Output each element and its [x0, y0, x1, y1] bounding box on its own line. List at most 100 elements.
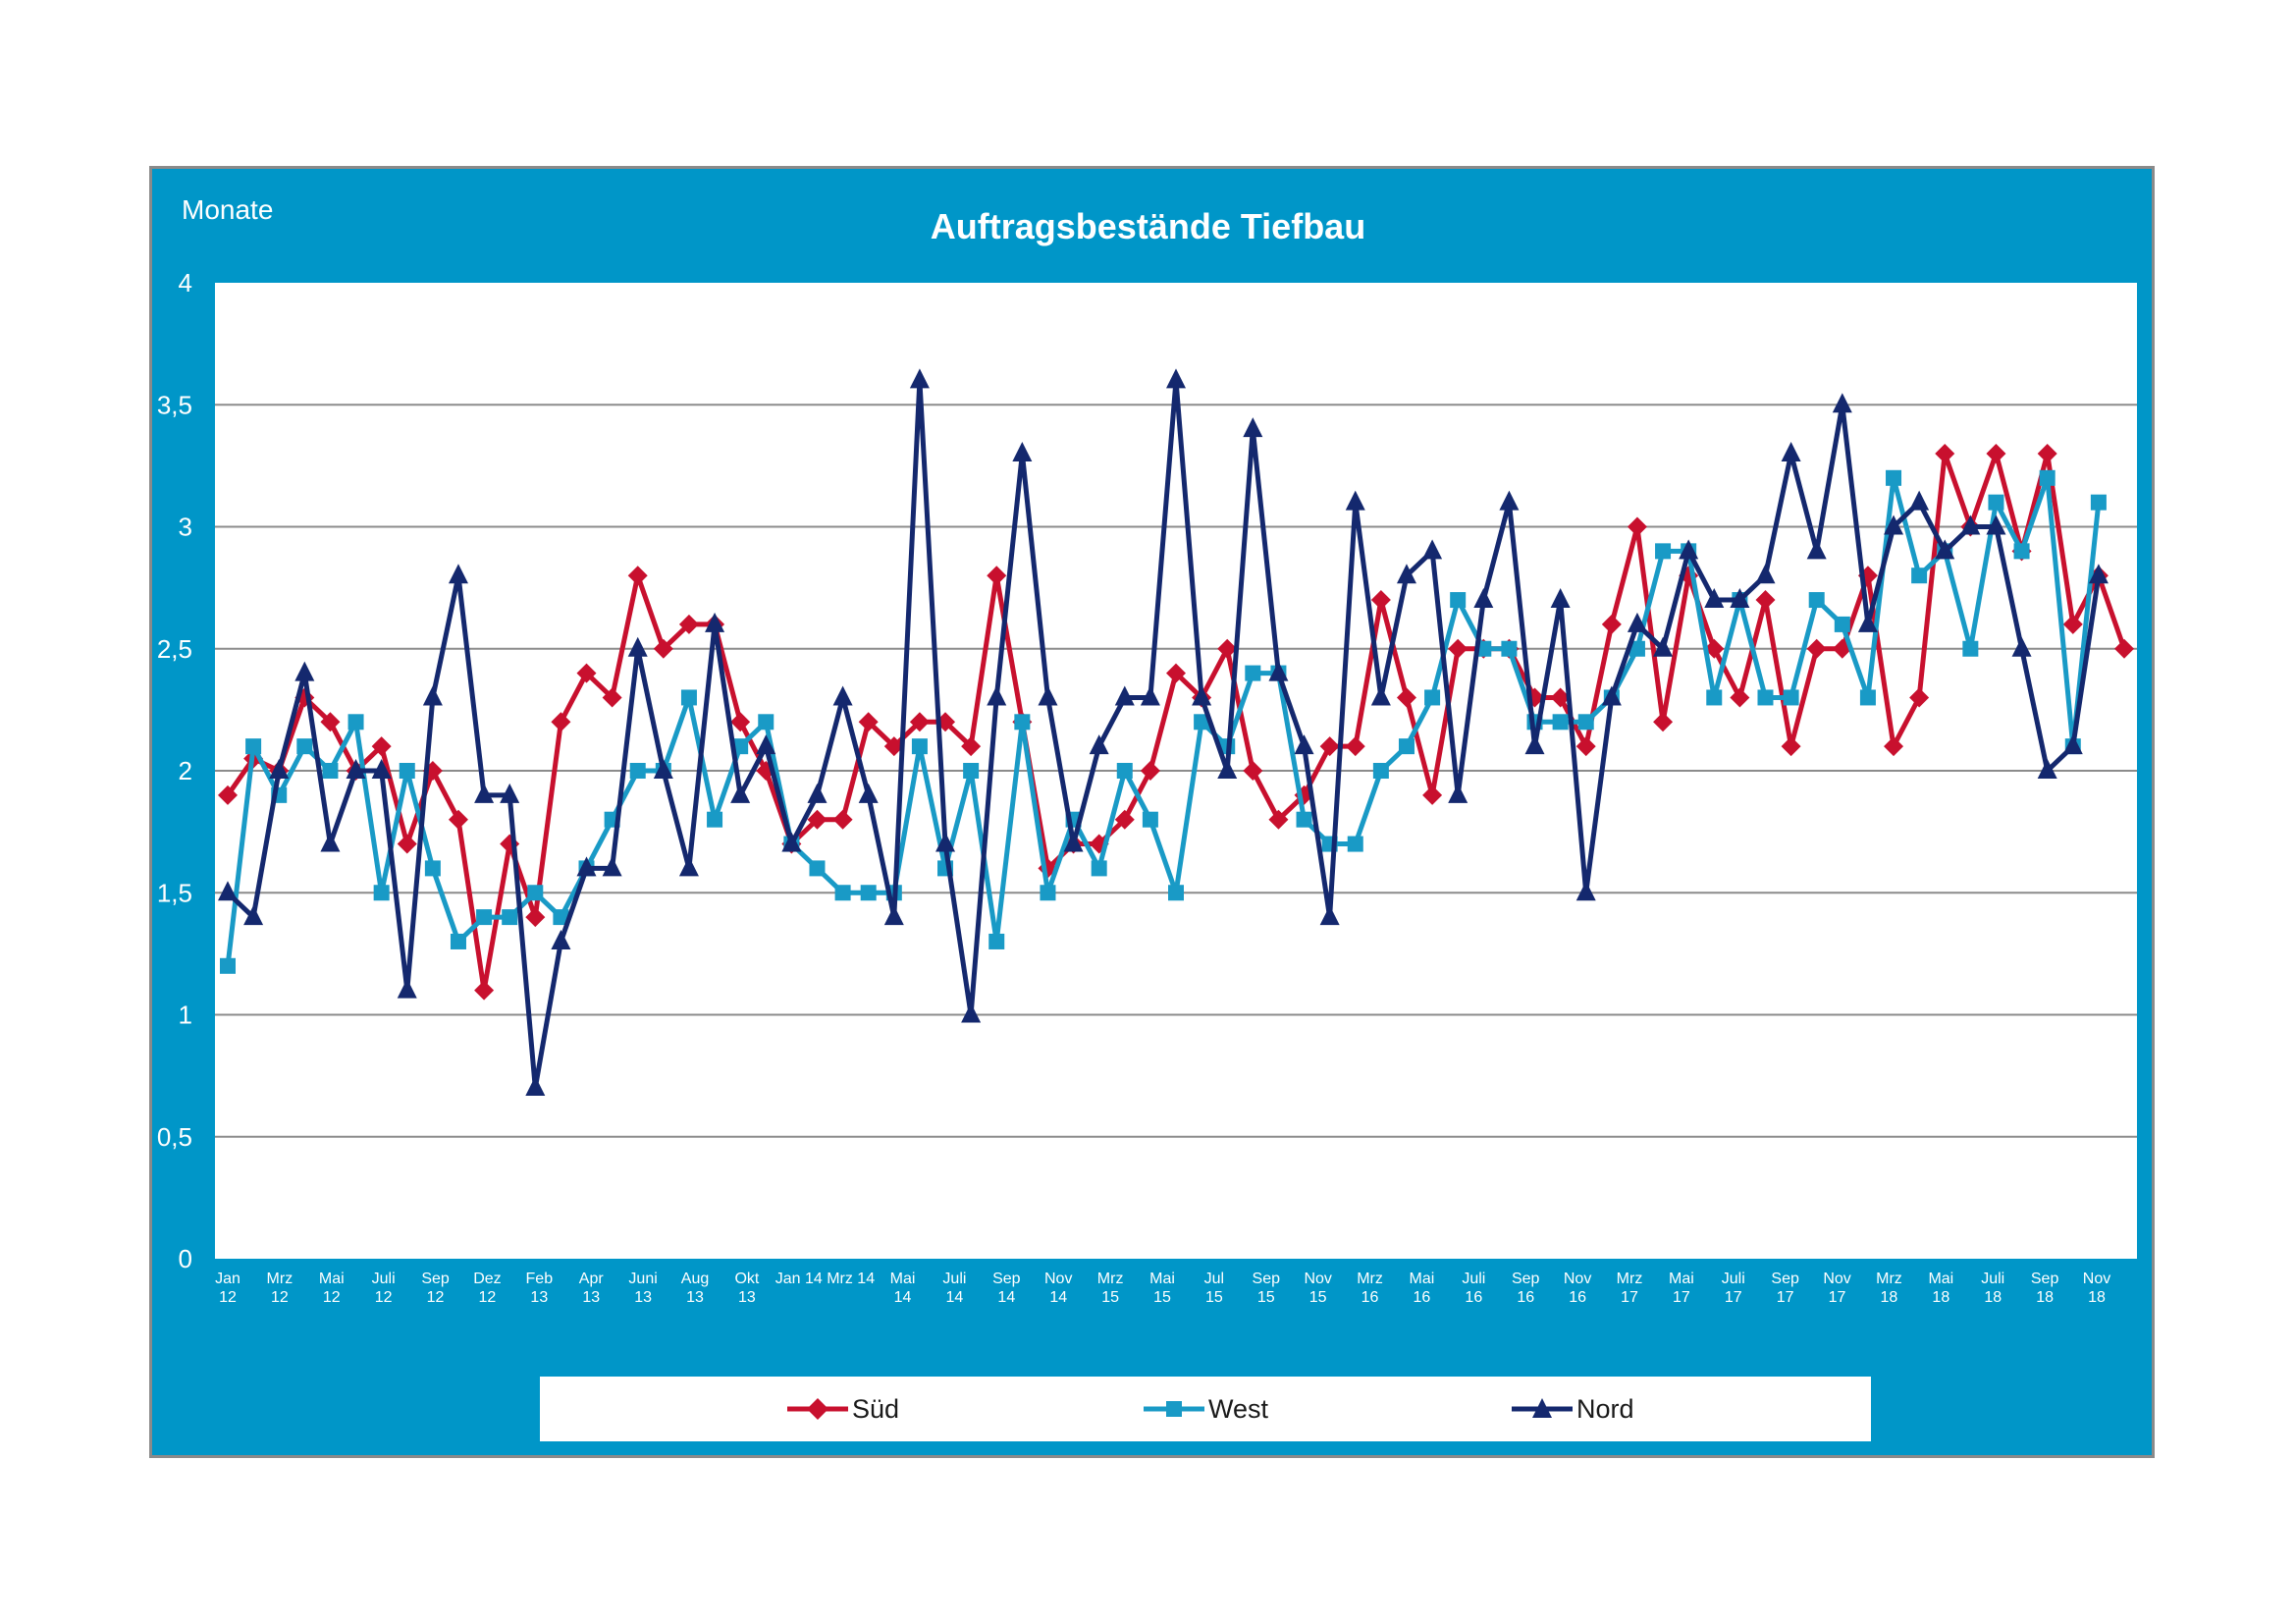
series-süd — [218, 443, 2134, 1001]
x-tick-label-year: 17 — [1829, 1289, 1846, 1306]
data-point — [371, 759, 392, 779]
data-point — [602, 856, 622, 877]
data-point — [705, 612, 725, 632]
x-tick-label-year: 18 — [1984, 1289, 2002, 1306]
y-tick-label: 3,5 — [157, 390, 192, 419]
data-point — [347, 714, 364, 730]
data-point — [1268, 809, 1289, 830]
data-point — [653, 759, 673, 779]
data-point — [1319, 736, 1340, 757]
data-point — [1808, 592, 1825, 609]
x-tick-label-year: 13 — [582, 1289, 600, 1306]
x-tick-label-year: 15 — [1153, 1289, 1171, 1306]
x-tick-label-year: 14 — [894, 1289, 912, 1306]
x-tick-label-year: 14 — [1049, 1289, 1067, 1306]
data-point — [1909, 687, 1930, 708]
data-point — [1832, 393, 1852, 413]
data-point — [1450, 592, 1467, 609]
data-point — [500, 783, 520, 803]
data-point — [1783, 689, 1799, 706]
data-point — [1960, 514, 1981, 535]
x-tick-label: Okt — [734, 1271, 759, 1287]
data-point — [1550, 687, 1571, 708]
x-tick-label-year: 13 — [738, 1289, 756, 1306]
data-point — [963, 763, 980, 779]
x-tick-label: Sep — [421, 1271, 450, 1287]
x-tick-label-year: 17 — [1673, 1289, 1690, 1306]
x-tick-label: Nov — [1304, 1271, 1331, 1287]
data-point — [1704, 588, 1725, 609]
data-point — [476, 909, 493, 926]
data-point — [576, 663, 597, 683]
x-tick-label-year: 18 — [1881, 1289, 1898, 1306]
data-point — [832, 809, 853, 830]
y-axis-ticks: 0 0,5 1 1,5 2 2,5 3 3,5 4 — [157, 268, 192, 1273]
series-nord — [218, 368, 2109, 1097]
data-point — [2037, 759, 2057, 779]
data-point — [1601, 685, 1622, 706]
x-tick-label-year: 14 — [997, 1289, 1015, 1306]
data-point — [1575, 881, 1596, 901]
x-tick-label-year: 17 — [1621, 1289, 1638, 1306]
data-point — [1679, 539, 1699, 560]
data-point — [243, 905, 264, 926]
x-tick-label-year: 18 — [1932, 1289, 1949, 1306]
data-point — [220, 957, 236, 974]
x-tick-label: Jul — [1204, 1271, 1224, 1287]
data-point — [2090, 494, 2107, 511]
data-point — [807, 783, 828, 803]
y-tick-label: 3 — [179, 513, 192, 542]
legend-marker-sued — [787, 1398, 848, 1420]
data-point — [1552, 714, 1569, 730]
x-tick-label-year: 12 — [427, 1289, 445, 1306]
x-tick-label: Juli — [1722, 1271, 1745, 1287]
data-point — [1935, 539, 1955, 560]
x-tick-label: Mai — [319, 1271, 345, 1287]
data-point — [1014, 714, 1031, 730]
data-point — [834, 885, 851, 901]
x-axis-ticks: Jan 12 Mrz 12 Mai 12 Juli 12 Sep 12 Dez 12 Feb 13 Apr 1… — [215, 1271, 2110, 1306]
x-tick-label: Sep — [1512, 1271, 1540, 1287]
data-point — [2062, 614, 2083, 634]
x-tick-label-year: 12 — [323, 1289, 341, 1306]
data-point — [525, 907, 546, 928]
data-point — [1168, 885, 1184, 901]
data-point — [1294, 734, 1314, 755]
x-tick-label-year: 14 — [946, 1289, 964, 1306]
data-point — [1217, 638, 1238, 659]
data-point — [373, 885, 390, 901]
x-tick-label: Mrz — [267, 1271, 294, 1287]
x-tick-label-year: 12 — [479, 1289, 497, 1306]
x-tick-label: Mrz — [1876, 1271, 1902, 1287]
data-point — [1884, 514, 1904, 535]
data-point — [525, 1076, 546, 1097]
data-point — [1448, 783, 1468, 803]
data-point — [1347, 836, 1363, 852]
data-point — [1372, 763, 1389, 779]
data-point — [1422, 784, 1443, 805]
data-point — [1909, 490, 1930, 511]
data-point — [730, 783, 751, 803]
data-point — [474, 783, 495, 803]
data-point — [1859, 689, 1876, 706]
data-point — [1755, 590, 1776, 611]
data-point — [1988, 494, 2004, 511]
data-point — [809, 860, 826, 877]
data-point — [1627, 612, 1647, 632]
legend-item-sued: Süd — [787, 1377, 899, 1441]
x-tick-label: Sep — [992, 1271, 1021, 1287]
x-tick-label-year: 16 — [1569, 1289, 1586, 1306]
data-point — [935, 832, 956, 852]
data-point — [1448, 638, 1468, 659]
x-tick-label: Mrz 14 — [827, 1271, 875, 1287]
data-point — [1166, 663, 1186, 683]
data-point — [653, 638, 673, 659]
data-point — [1806, 539, 1827, 560]
x-tick-label-year: 16 — [1414, 1289, 1431, 1306]
data-point — [1345, 736, 1365, 757]
data-point — [627, 636, 648, 657]
y-tick-label: 0,5 — [157, 1122, 192, 1152]
data-point — [2062, 734, 2083, 755]
x-tick-label: Sep — [1771, 1271, 1799, 1287]
